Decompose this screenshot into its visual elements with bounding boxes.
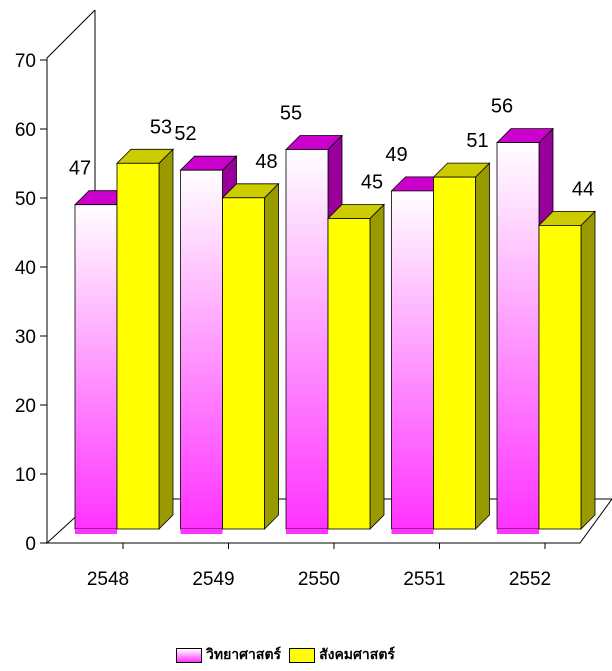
data-label: 56 bbox=[491, 96, 513, 118]
bar-front bbox=[391, 190, 434, 530]
bar-base bbox=[497, 529, 539, 534]
bar-front bbox=[74, 204, 118, 530]
bars bbox=[74, 127, 596, 534]
bar-front bbox=[496, 142, 540, 530]
data-label: 48 bbox=[255, 151, 277, 173]
y-tick-label: 30 bbox=[15, 327, 36, 348]
x-tick-label: 2548 bbox=[87, 569, 129, 590]
bar-side bbox=[264, 182, 279, 530]
legend-item-science: วิทยาศาสตร์ bbox=[176, 644, 281, 666]
data-label: 51 bbox=[466, 130, 488, 152]
y-tick-label: 20 bbox=[15, 396, 36, 417]
data-label: 47 bbox=[69, 158, 91, 180]
legend-label-social: สังคมศาสตร์ bbox=[319, 647, 395, 663]
legend-swatch-science bbox=[176, 647, 202, 663]
bar-base bbox=[75, 529, 117, 534]
y-tick-label: 60 bbox=[15, 120, 36, 141]
data-label: 45 bbox=[361, 172, 383, 194]
bar-front bbox=[285, 149, 329, 530]
bar-social-2550 bbox=[327, 203, 385, 530]
y-axis: 0 10 20 30 40 50 60 70 bbox=[15, 51, 47, 555]
data-label: 44 bbox=[572, 178, 594, 200]
bar-social-2551 bbox=[432, 162, 491, 530]
bar-base bbox=[286, 529, 328, 534]
bar-side bbox=[475, 162, 490, 530]
bar-base bbox=[391, 529, 434, 534]
data-label: 55 bbox=[280, 103, 302, 125]
y-tick-label: 40 bbox=[15, 258, 36, 279]
legend: วิทยาศาสตร์ สังคมศาสตร์ bbox=[176, 644, 395, 666]
y-tick-label: 70 bbox=[15, 51, 36, 72]
bar-side bbox=[158, 148, 174, 530]
legend-swatch-social bbox=[289, 647, 316, 663]
x-tick-label: 2550 bbox=[298, 569, 340, 590]
bar-front bbox=[327, 218, 371, 530]
legend-label-science: วิทยาศาสตร์ bbox=[206, 647, 282, 663]
data-label: 53 bbox=[150, 116, 172, 138]
y-tick-label: 50 bbox=[15, 189, 36, 210]
bar-front bbox=[116, 162, 160, 530]
left-wall bbox=[46, 9, 96, 545]
bar-social-2549 bbox=[221, 182, 280, 530]
bar-front bbox=[433, 176, 476, 530]
bar-side bbox=[580, 210, 596, 530]
bar-base bbox=[180, 529, 223, 534]
legend-item-social: สังคมศาสตร์ bbox=[289, 644, 395, 666]
bar-social-2548 bbox=[116, 148, 174, 530]
bar-social-2552 bbox=[538, 210, 596, 530]
x-axis: 2548 2549 2550 2551 2552 bbox=[87, 543, 551, 590]
floor bbox=[47, 498, 612, 544]
data-label: 49 bbox=[385, 144, 407, 166]
bar-front bbox=[538, 224, 582, 530]
data-label: 52 bbox=[174, 123, 196, 145]
x-tick-label: 2552 bbox=[509, 569, 551, 590]
bar-front bbox=[222, 197, 265, 530]
x-tick-label: 2551 bbox=[403, 569, 445, 590]
bar-side bbox=[369, 203, 385, 530]
y-tick-label: 10 bbox=[15, 465, 36, 486]
bar-front bbox=[180, 169, 223, 530]
x-tick-label: 2549 bbox=[192, 569, 234, 590]
y-tick-label: 0 bbox=[25, 534, 36, 555]
